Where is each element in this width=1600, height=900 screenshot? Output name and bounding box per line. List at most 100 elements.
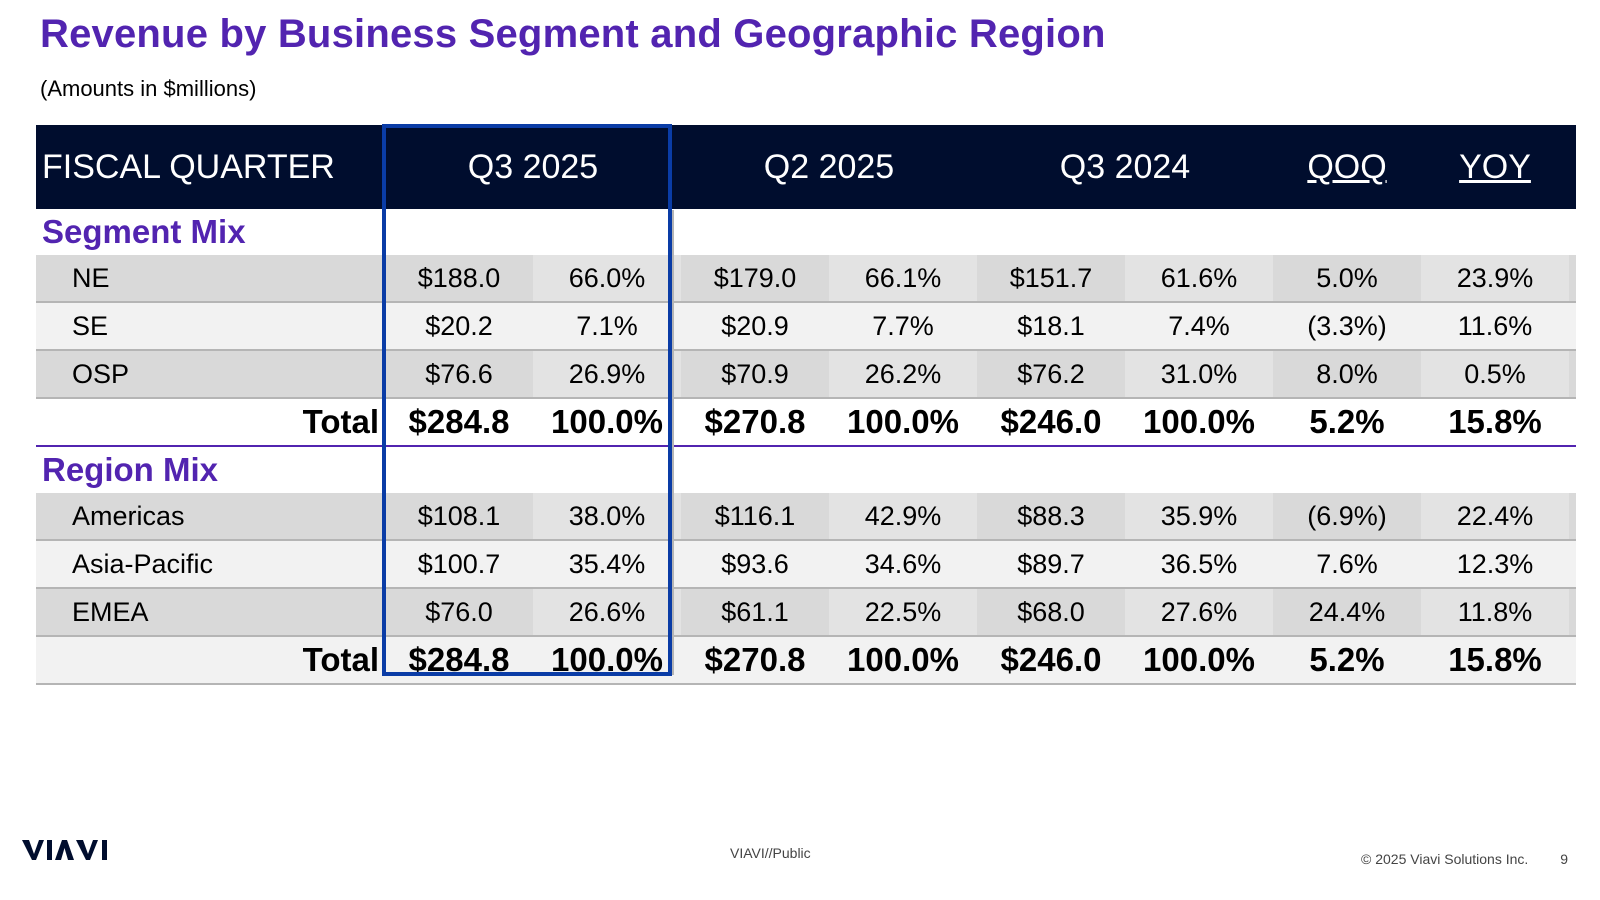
header-fiscal-quarter: FISCAL QUARTER: [42, 147, 335, 186]
page-title: Revenue by Business Segment and Geograph…: [40, 12, 1106, 56]
page-subtitle: (Amounts in $millions): [40, 76, 257, 101]
cell: $20.2: [425, 310, 493, 341]
cell: 5.0%: [1316, 262, 1378, 293]
table-row: Asia-Pacific $100.7 35.4% $93.6 34.6% $8…: [36, 541, 1576, 589]
cell: $270.8: [704, 403, 806, 440]
cell: 66.0%: [533, 255, 681, 301]
cell: 100.0%: [551, 403, 663, 440]
row-label: SE: [72, 310, 109, 341]
table-row: SE $20.2 7.1% $20.9 7.7% $18.1 7.4% (3.3…: [36, 303, 1576, 351]
table-row: OSP $76.6 26.9% $70.9 26.2% $76.2 31.0% …: [36, 351, 1576, 399]
cell: 35.4%: [568, 548, 646, 579]
header-q3-2025: Q3 2025: [467, 147, 599, 186]
cell: 66.1%: [829, 255, 977, 301]
cell: $284.8: [408, 641, 510, 678]
total-label: Total: [302, 641, 379, 678]
cell: $89.7: [1017, 548, 1085, 579]
cell: 100.0%: [1143, 403, 1255, 440]
cell: $179.0: [713, 262, 797, 293]
cell: 26.6%: [533, 589, 681, 635]
region-section-heading: Region Mix: [36, 447, 1576, 493]
cell: 35.9%: [1125, 493, 1273, 539]
row-label: Asia-Pacific: [72, 548, 214, 579]
cell: $188.0: [417, 262, 501, 293]
cell: 26.9%: [533, 351, 681, 397]
cell: 38.0%: [533, 493, 681, 539]
cell: 7.6%: [1316, 548, 1378, 579]
row-label: Americas: [72, 500, 185, 531]
cell: 22.5%: [829, 589, 977, 635]
cell: 42.9%: [829, 493, 977, 539]
cell: $61.1: [721, 596, 789, 627]
table-header: FISCAL QUARTER Q3 2025 Q2 2025 Q3 2024 Q…: [36, 125, 1576, 209]
region-total-row: Total $284.8 100.0% $270.8 100.0% $246.0…: [36, 637, 1576, 685]
cell: 8.0%: [1316, 358, 1378, 389]
cell: 34.6%: [864, 548, 942, 579]
cell: 24.4%: [1308, 596, 1386, 627]
cell: 5.2%: [1309, 641, 1385, 678]
cell: $284.8: [408, 403, 510, 440]
header-yoy: YOY: [1459, 147, 1531, 186]
cell: $76.0: [425, 596, 493, 627]
cell: (6.9%): [1307, 500, 1387, 531]
cell: $20.9: [721, 310, 789, 341]
cell: $270.8: [704, 641, 806, 678]
cell: 26.2%: [829, 351, 977, 397]
section-label: Region Mix: [42, 451, 219, 488]
cell: $246.0: [1000, 641, 1102, 678]
copyright-text: © 2025 Viavi Solutions Inc.: [1361, 851, 1529, 867]
viavi-logo-mark: [22, 840, 107, 860]
viavi-logo: [22, 836, 118, 867]
cell: 100.0%: [847, 641, 959, 678]
cell: 100.0%: [551, 641, 663, 678]
cell: 11.8%: [1421, 589, 1569, 635]
cell: 23.9%: [1421, 255, 1569, 301]
cell: 27.6%: [1125, 589, 1273, 635]
total-label: Total: [302, 403, 379, 440]
header-q2-2025: Q2 2025: [763, 147, 895, 186]
cell: 100.0%: [847, 403, 959, 440]
cell: (3.3%): [1307, 310, 1387, 341]
column-divider: [672, 210, 674, 675]
cell: $116.1: [714, 500, 796, 531]
cell: 100.0%: [1143, 641, 1255, 678]
cell: 7.1%: [576, 310, 638, 341]
section-label: Segment Mix: [42, 213, 246, 250]
segment-total-row: Total $284.8 100.0% $270.8 100.0% $246.0…: [36, 399, 1576, 447]
page-number: 9: [1560, 851, 1568, 867]
cell: 15.8%: [1448, 641, 1542, 678]
footer-right: © 2025 Viavi Solutions Inc. 9: [1333, 851, 1568, 867]
cell: $100.7: [417, 548, 501, 579]
revenue-table: FISCAL QUARTER Q3 2025 Q2 2025 Q3 2024 Q…: [36, 125, 1576, 685]
cell: 7.7%: [872, 310, 934, 341]
cell: $108.1: [417, 500, 501, 531]
cell: 36.5%: [1160, 548, 1238, 579]
cell: 22.4%: [1421, 493, 1569, 539]
table-row: EMEA $76.0 26.6% $61.1 22.5% $68.0 27.6%…: [36, 589, 1576, 637]
cell: $93.6: [721, 548, 789, 579]
cell: 0.5%: [1421, 351, 1569, 397]
cell: $18.1: [1017, 310, 1085, 341]
table-row: NE $188.0 66.0% $179.0 66.1% $151.7 61.6…: [36, 255, 1576, 303]
cell: $88.3: [1017, 500, 1085, 531]
cell: 31.0%: [1125, 351, 1273, 397]
cell: $76.2: [1017, 358, 1085, 389]
cell: $246.0: [1000, 403, 1102, 440]
header-q3-2024: Q3 2024: [1059, 147, 1191, 186]
cell: $70.9: [721, 358, 789, 389]
cell: $76.6: [425, 358, 493, 389]
row-label: EMEA: [72, 596, 149, 627]
row-label: OSP: [72, 358, 130, 389]
cell: 7.4%: [1168, 310, 1230, 341]
table-row: Americas $108.1 38.0% $116.1 42.9% $88.3…: [36, 493, 1576, 541]
classification-label: VIAVI//Public: [730, 845, 811, 861]
header-qoq: QOQ: [1307, 147, 1387, 186]
row-label: NE: [72, 262, 110, 293]
cell: 15.8%: [1448, 403, 1542, 440]
segment-section-heading: Segment Mix: [36, 209, 1576, 255]
cell: 11.6%: [1457, 310, 1533, 341]
cell: 5.2%: [1309, 403, 1385, 440]
cell: 12.3%: [1456, 548, 1534, 579]
cell: $151.7: [1009, 262, 1093, 293]
cell: $68.0: [1017, 596, 1085, 627]
